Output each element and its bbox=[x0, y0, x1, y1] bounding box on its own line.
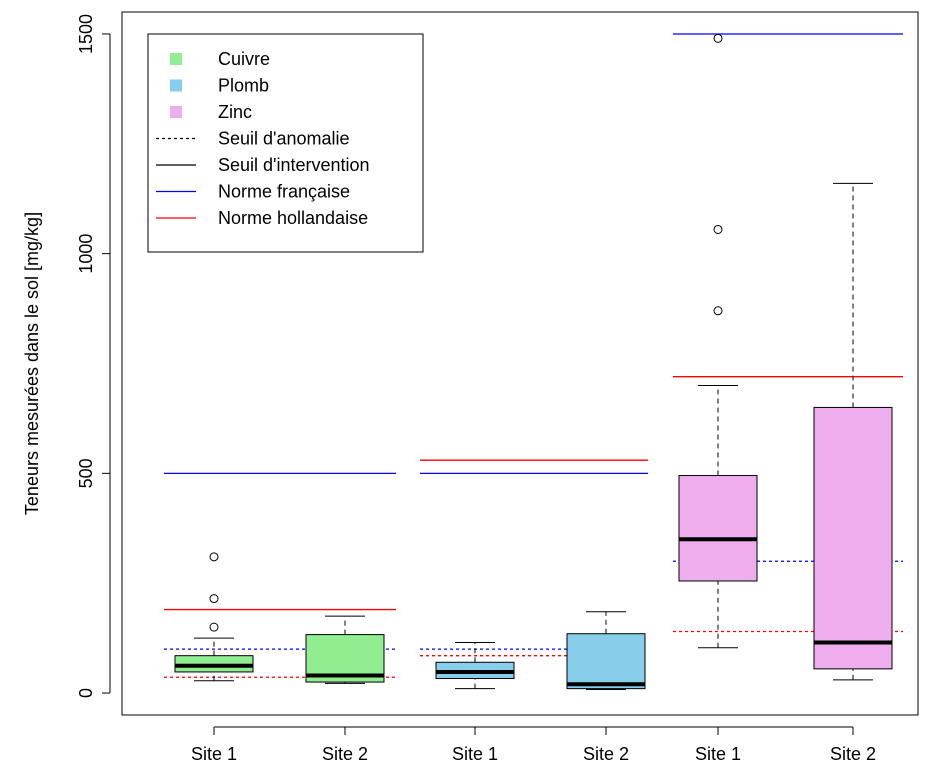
outlier-point bbox=[713, 306, 723, 316]
x-tick-label: Site 1 bbox=[452, 744, 498, 764]
legend-label: Norme hollandaise bbox=[218, 208, 368, 228]
legend-label: Seuil d'intervention bbox=[218, 155, 370, 175]
x-tick-label: Site 2 bbox=[322, 744, 368, 764]
legend-swatch bbox=[170, 106, 182, 118]
box-plomb-site-2 bbox=[566, 611, 646, 691]
boxes bbox=[174, 33, 893, 691]
plot-frame bbox=[121, 11, 919, 716]
box-body bbox=[813, 406, 893, 670]
outlier-point bbox=[209, 622, 219, 632]
legend: Cuivre Plomb Zinc Seuil d'anomalie Seuil d'i… bbox=[147, 33, 424, 253]
box-body bbox=[566, 633, 646, 690]
legend-box bbox=[147, 33, 424, 253]
x-tick-label: Site 1 bbox=[191, 744, 237, 764]
y-tick-label: 0 bbox=[76, 688, 96, 698]
y-tick-label: 500 bbox=[76, 458, 96, 488]
legend-label: Plomb bbox=[218, 76, 269, 96]
box-body bbox=[678, 475, 758, 582]
x-tick-label: Site 2 bbox=[830, 744, 876, 764]
box-zinc-site-2 bbox=[813, 182, 893, 681]
legend-label: Cuivre bbox=[218, 49, 270, 69]
y-tick-label: 1000 bbox=[76, 234, 96, 274]
outlier-point bbox=[713, 33, 723, 43]
legend-swatch bbox=[170, 53, 182, 65]
y-axis-label: Teneurs mesurées dans le sol [mg/kg] bbox=[22, 212, 42, 515]
legend-label: Norme française bbox=[218, 182, 350, 202]
outlier-point bbox=[713, 224, 723, 234]
outlier-point bbox=[209, 594, 219, 604]
y-tick-label: 1500 bbox=[76, 14, 96, 54]
legend-swatch bbox=[170, 79, 182, 92]
x-tick-label: Site 1 bbox=[695, 744, 741, 764]
outlier-point bbox=[209, 552, 219, 562]
y-axis: 0 500 1000 1500 bbox=[76, 14, 111, 698]
legend-label: Seuil d'anomalie bbox=[218, 129, 350, 149]
box-zinc-site-1 bbox=[678, 33, 758, 649]
box-cuivre-site-2 bbox=[305, 615, 385, 684]
x-axis: Site 1 Site 2 Site 1 Site 2 Site 1 Site 2 bbox=[191, 726, 876, 764]
box-cuivre-site-1 bbox=[174, 552, 254, 682]
legend-label: Zinc bbox=[218, 102, 252, 122]
box-plomb-site-1 bbox=[435, 642, 515, 690]
x-tick-label: Site 2 bbox=[583, 744, 629, 764]
